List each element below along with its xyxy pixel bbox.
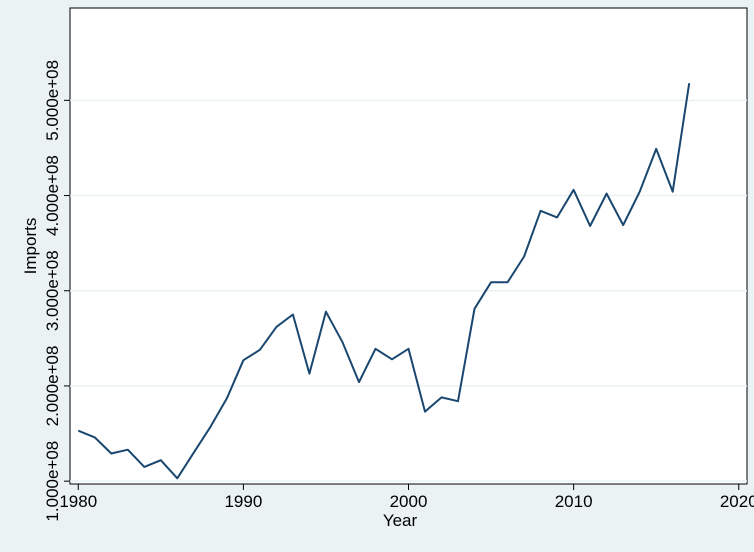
y-tick-label: 1.000e+08 (43, 441, 62, 522)
y-tick-label: 4.000e+08 (43, 155, 62, 236)
x-tick-label: 2000 (390, 492, 428, 511)
plot-area (69, 7, 748, 485)
series-line-imports (77, 83, 691, 480)
y-tick-label: 3.000e+08 (43, 250, 62, 331)
grid-lines (70, 99, 747, 482)
x-tick-label: 2020 (720, 492, 754, 511)
x-tick-label: 2010 (555, 492, 593, 511)
series-layer (77, 83, 691, 480)
x-tick-label: 1980 (59, 492, 97, 511)
y-tick-label: 5.000e+08 (43, 60, 62, 141)
y-axis-title: Imports (21, 218, 40, 275)
x-axis-title: Year (383, 511, 418, 530)
axes: 1.000e+08 2.000e+08 3.000e+08 4.000e+08 5.00… (43, 60, 754, 522)
x-tick-label: 1990 (224, 492, 262, 511)
y-tick-label: 2.000e+08 (43, 346, 62, 427)
